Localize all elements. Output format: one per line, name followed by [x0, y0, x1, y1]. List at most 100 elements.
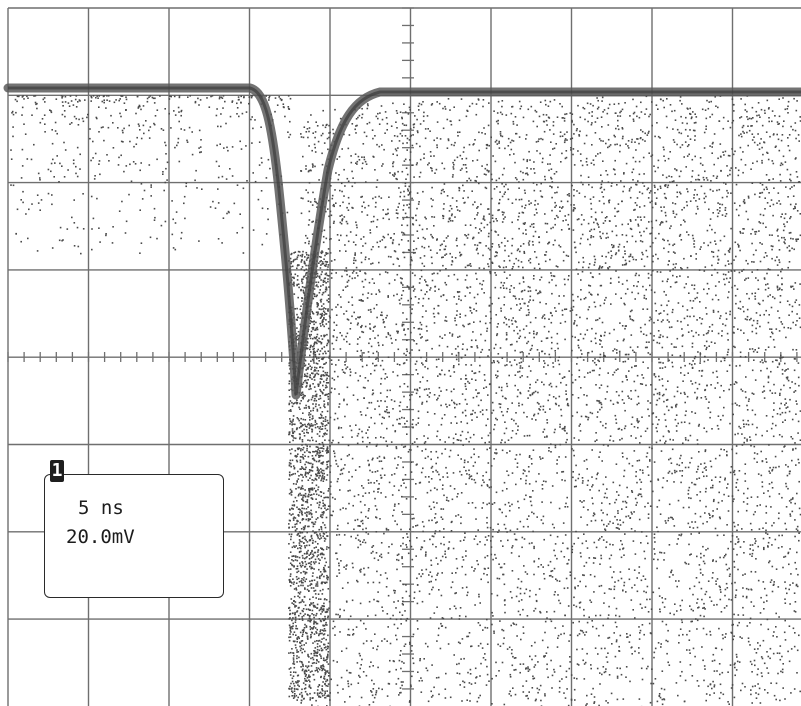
sample-dot: [343, 566, 345, 568]
sample-dot: [397, 559, 400, 562]
sample-dot: [359, 654, 361, 657]
sample-dot: [776, 228, 779, 231]
sample-dot: [544, 213, 546, 215]
sample-dot: [607, 146, 609, 149]
sample-dot: [430, 104, 433, 106]
sample-dot: [648, 446, 651, 449]
sample-dot: [563, 141, 566, 144]
sample-dot: [755, 327, 757, 330]
sample-dot: [408, 352, 411, 354]
sample-dot: [617, 368, 619, 370]
sample-dot: [751, 555, 753, 557]
sample-dot: [753, 605, 755, 607]
sample-dot: [600, 509, 603, 512]
sample-dot: [346, 386, 349, 389]
sample-dot: [512, 622, 515, 624]
sample-dot: [345, 220, 348, 223]
sample-dot: [668, 544, 671, 546]
sample-dot: [582, 659, 584, 662]
sample-dot: [507, 255, 510, 257]
sample-dot: [541, 138, 544, 141]
sample-dot: [659, 185, 662, 188]
sample-dot: [554, 428, 556, 431]
sample-dot: [526, 694, 528, 697]
sample-dot: [430, 690, 432, 693]
sample-dot: [362, 642, 365, 645]
sample-dot: [768, 234, 771, 236]
sample-dot: [528, 515, 530, 517]
sample-dot: [752, 162, 754, 164]
sample-dot: [350, 535, 352, 538]
sample-dot: [326, 658, 328, 661]
sample-dot: [758, 528, 761, 530]
sample-dot: [637, 138, 639, 140]
sample-dot: [582, 480, 584, 482]
sample-dot: [329, 316, 331, 319]
sample-dot: [513, 329, 515, 332]
sample-dot: [397, 503, 400, 505]
sample-dot: [377, 666, 379, 669]
sample-dot: [545, 114, 548, 116]
sample-dot: [324, 254, 326, 257]
sample-dot: [546, 663, 548, 666]
sample-dot: [418, 224, 421, 227]
sample-dot: [421, 316, 424, 318]
sample-dot: [631, 256, 634, 258]
sample-dot: [583, 376, 586, 378]
sample-dot: [546, 337, 549, 339]
sample-dot: [625, 375, 627, 377]
sample-dot: [788, 625, 791, 627]
sample-dot: [756, 496, 759, 498]
sample-dot: [493, 632, 495, 634]
sample-dot: [578, 369, 581, 372]
sample-dot: [791, 310, 793, 313]
sample-dot: [441, 417, 443, 420]
sample-dot: [302, 303, 304, 305]
sample-dot: [631, 235, 634, 238]
sample-dot: [554, 591, 556, 593]
sample-dot: [483, 219, 486, 221]
sample-dot: [647, 502, 649, 504]
sample-dot: [542, 480, 545, 482]
sample-dot: [616, 352, 618, 354]
sample-dot: [770, 506, 772, 508]
sample-dot: [434, 286, 436, 288]
sample-dot: [766, 618, 769, 621]
sample-dot: [602, 232, 604, 235]
sample-dot: [742, 171, 744, 174]
sample-dot: [435, 469, 437, 472]
sample-dot: [348, 502, 350, 505]
sample-dot: [554, 444, 557, 447]
sample-dot: [628, 190, 631, 192]
sample-dot: [782, 663, 784, 665]
sample-dot: [411, 144, 414, 147]
sample-dot: [505, 287, 508, 290]
sample-dot: [543, 360, 545, 362]
sample-dot: [653, 558, 655, 561]
sample-dot: [356, 435, 359, 437]
sample-dot: [519, 303, 521, 305]
sample-dot: [518, 227, 520, 230]
sample-dot: [548, 353, 551, 356]
sample-dot: [432, 471, 434, 473]
sample-dot: [709, 145, 711, 147]
sample-dot: [738, 621, 740, 624]
sample-dot: [797, 458, 800, 461]
sample-dot: [705, 505, 707, 508]
sample-dot: [559, 426, 561, 428]
sample-dot: [408, 701, 411, 703]
sample-dot: [795, 349, 798, 351]
sample-dot: [368, 442, 371, 444]
sample-dot: [745, 277, 747, 280]
sample-dot: [730, 270, 733, 272]
sample-dot: [693, 122, 696, 124]
sample-dot: [477, 392, 479, 395]
sample-dot: [398, 489, 400, 492]
sample-dot: [456, 206, 458, 208]
sample-dot: [598, 402, 601, 404]
sample-dot: [457, 345, 459, 348]
sample-dot: [783, 236, 785, 239]
sample-dot: [518, 309, 521, 311]
sample-dot: [404, 158, 407, 161]
sample-dot: [358, 159, 361, 161]
